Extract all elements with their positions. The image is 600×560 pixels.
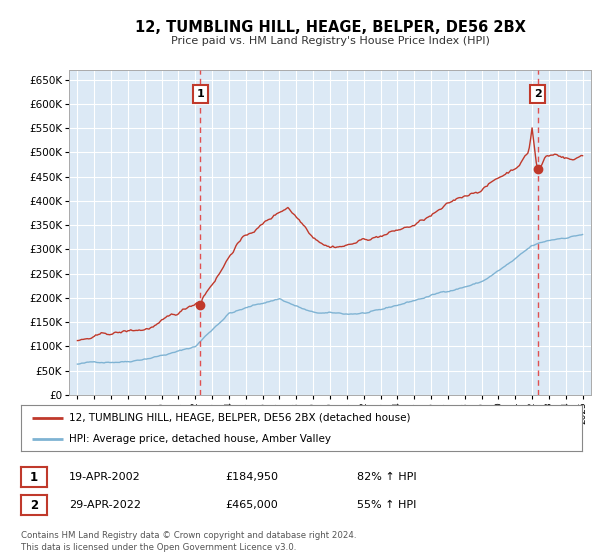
Text: £465,000: £465,000 — [225, 500, 278, 510]
Text: HPI: Average price, detached house, Amber Valley: HPI: Average price, detached house, Ambe… — [68, 435, 331, 444]
Text: 55% ↑ HPI: 55% ↑ HPI — [357, 500, 416, 510]
Text: 1: 1 — [196, 89, 204, 99]
Text: 82% ↑ HPI: 82% ↑ HPI — [357, 472, 416, 482]
Text: 19-APR-2002: 19-APR-2002 — [69, 472, 141, 482]
Text: 1: 1 — [30, 470, 38, 484]
Text: 2: 2 — [30, 498, 38, 512]
Text: 12, TUMBLING HILL, HEAGE, BELPER, DE56 2BX: 12, TUMBLING HILL, HEAGE, BELPER, DE56 2… — [134, 20, 526, 35]
Text: Contains HM Land Registry data © Crown copyright and database right 2024.
This d: Contains HM Land Registry data © Crown c… — [21, 531, 356, 552]
Text: Price paid vs. HM Land Registry's House Price Index (HPI): Price paid vs. HM Land Registry's House … — [170, 36, 490, 46]
Text: 29-APR-2022: 29-APR-2022 — [69, 500, 141, 510]
Text: 2: 2 — [534, 89, 541, 99]
Text: 12, TUMBLING HILL, HEAGE, BELPER, DE56 2BX (detached house): 12, TUMBLING HILL, HEAGE, BELPER, DE56 2… — [68, 413, 410, 423]
Text: £184,950: £184,950 — [225, 472, 278, 482]
